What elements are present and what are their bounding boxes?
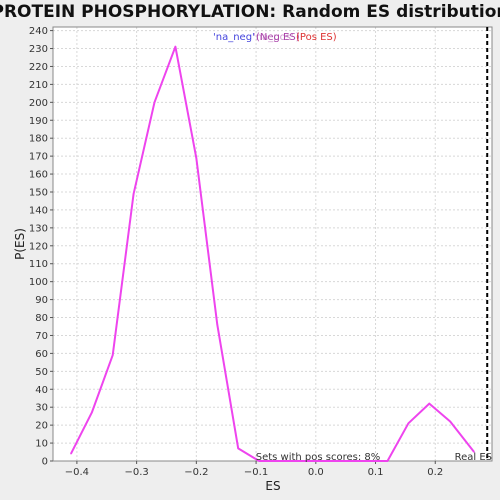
data-point — [300, 460, 302, 462]
y-tick-label: 30 — [35, 403, 48, 414]
data-point — [407, 422, 409, 424]
chart-title: PROTEIN PHOSPHORYLATION: Random ES distr… — [0, 2, 500, 22]
y-tick-label: 140 — [29, 205, 48, 216]
data-point — [428, 403, 430, 405]
y-tick-label: 210 — [29, 80, 48, 91]
x-tick-label: 0.0 — [308, 467, 324, 478]
y-tick-label: 70 — [35, 331, 48, 342]
y-tick-label: 50 — [35, 367, 48, 378]
y-tick-label: 220 — [29, 62, 48, 73]
data-point — [174, 46, 177, 48]
y-axis: 0 10 20 30 40 50 60 70 80 90 100 110 120 130 140 150 160… — [29, 26, 53, 468]
data-point — [133, 193, 135, 195]
data-point — [216, 324, 218, 326]
series-layer — [70, 45, 475, 462]
legend-entry-na-neg: 'na_neg' — [213, 32, 255, 43]
y-tick-label: 200 — [29, 98, 48, 109]
x-tick-label: −0.3 — [124, 467, 148, 478]
data-point — [91, 411, 93, 414]
data-point — [237, 447, 239, 450]
y-tick-label: 150 — [29, 187, 48, 198]
y-tick-label: 90 — [35, 295, 48, 306]
y-tick-label: 0 — [42, 457, 48, 468]
data-point — [473, 451, 475, 453]
data-point — [195, 157, 197, 159]
legend: 'na_neg' (Neg ES)'na_pos' (Pos ES) — [213, 32, 337, 43]
x-tick-label: −0.4 — [65, 467, 89, 478]
data-point — [258, 460, 260, 462]
y-tick-label: 130 — [29, 223, 48, 234]
x-tick-label: 0.1 — [368, 467, 384, 478]
annotations: Sets with pos scores: 8% Real ES — [256, 27, 492, 463]
distribution-line — [70, 45, 475, 462]
y-tick-label: 170 — [29, 152, 48, 163]
x-axis-label: ES — [265, 479, 280, 493]
data-point — [362, 460, 365, 462]
y-axis-label: P(ES) — [13, 228, 27, 260]
x-tick-label: 0.2 — [427, 467, 443, 478]
y-tick-label: 240 — [29, 26, 48, 37]
y-tick-label: 180 — [29, 134, 48, 145]
data-point — [321, 460, 323, 462]
y-tick-label: 10 — [35, 439, 48, 450]
data-point — [279, 460, 281, 462]
y-tick-label: 160 — [29, 170, 48, 181]
y-tick-label: 110 — [29, 259, 48, 270]
data-point — [70, 453, 72, 455]
y-tick-label: 40 — [35, 385, 48, 396]
plot-area — [53, 27, 492, 461]
legend-entry-neg-es: (Neg ES) — [256, 32, 300, 43]
y-tick-label: 80 — [35, 313, 48, 324]
data-point — [449, 420, 451, 423]
pos-scores-annotation: Sets with pos scores: 8% — [256, 452, 381, 463]
data-point — [386, 460, 389, 462]
data-point — [153, 101, 156, 103]
x-tick-label: −0.1 — [244, 467, 268, 478]
legend-entry-na-pos: 'na_pos' — [253, 32, 294, 43]
data-point — [112, 354, 114, 356]
y-tick-label: 120 — [29, 241, 48, 252]
y-tick-label: 60 — [35, 349, 48, 360]
legend-entry-pos-es: (Pos ES) — [296, 32, 337, 43]
y-tick-label: 190 — [29, 116, 48, 127]
data-point — [342, 460, 344, 462]
y-tick-label: 20 — [35, 421, 48, 432]
y-tick-label: 100 — [29, 277, 48, 288]
y-tick-label: 230 — [29, 44, 48, 55]
real-es-label: Real ES — [455, 452, 492, 463]
x-tick-label: −0.2 — [184, 467, 208, 478]
